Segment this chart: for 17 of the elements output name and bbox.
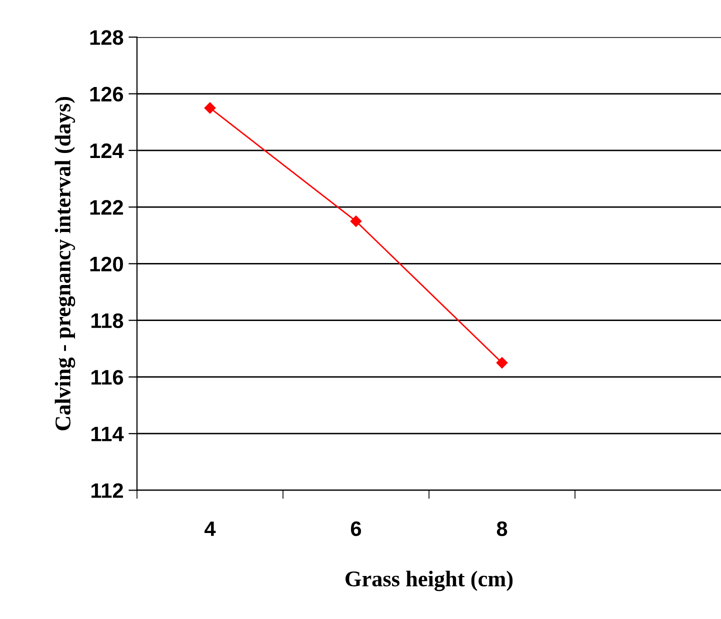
y-tick-label: 120 [90, 256, 123, 272]
y-tick-label: 114 [91, 426, 124, 442]
point [496, 357, 508, 368]
y-tick-label: 118 [91, 313, 124, 328]
y-tick-label: 116 [91, 370, 124, 385]
x-tick-label: 8 [496, 521, 508, 536]
y-axis-title: Calving - pregnancy interval (days) [54, 96, 76, 430]
y-tick-label: 124 [90, 143, 124, 158]
x-tick-label: 6 [350, 521, 362, 536]
point [204, 102, 216, 114]
y-tick-label: 112 [91, 483, 123, 498]
point [350, 216, 362, 227]
x-tick-label: 4 [204, 522, 216, 536]
y-tick-label: 128 [90, 30, 124, 45]
y-tick-label: 122 [90, 200, 123, 215]
y-tick-label: 126 [90, 86, 124, 102]
x-axis-title: Grass height (cm) [346, 570, 513, 592]
